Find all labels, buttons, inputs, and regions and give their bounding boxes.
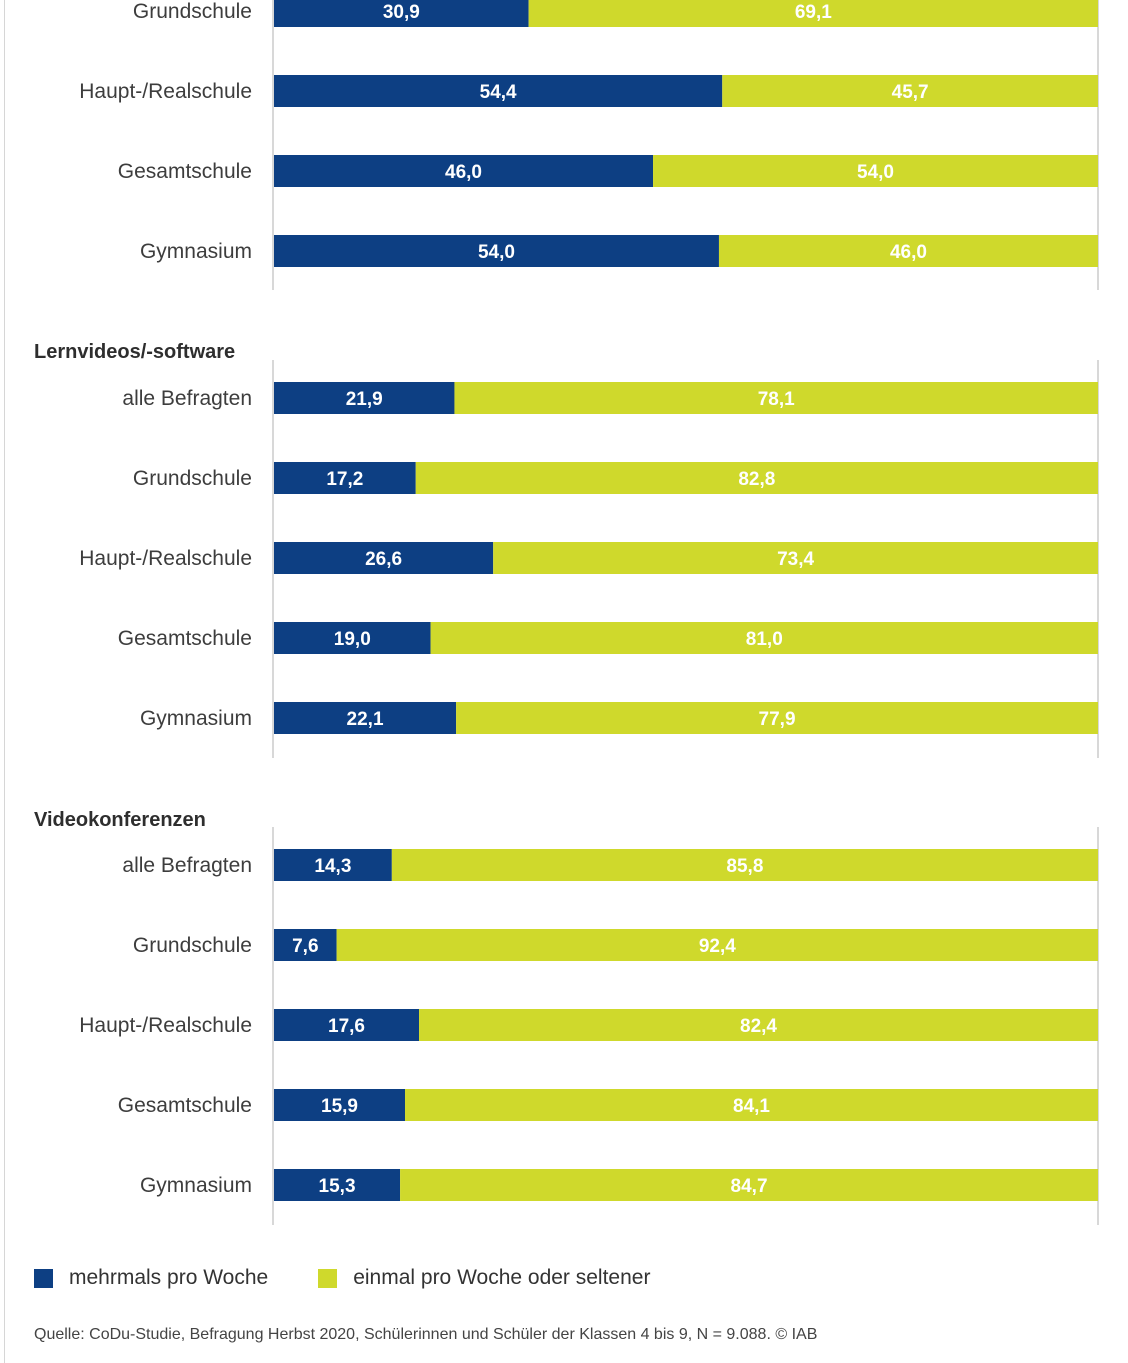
bar-segment-mehrmals <box>274 929 337 961</box>
category-label: Gymnasium <box>140 240 252 263</box>
legend-swatch-lime <box>318 1268 338 1288</box>
bar-segment-mehrmals <box>274 702 457 734</box>
bar-segment-einmal <box>528 0 1098 27</box>
bar-segment-einmal <box>718 235 1098 267</box>
category-label: Grundschule <box>133 934 252 957</box>
bar-segment-mehrmals <box>274 622 431 654</box>
category-label: Gymnasium <box>140 1174 252 1197</box>
data-label-einmal: 77,9 <box>759 709 796 730</box>
bar-segment-mehrmals <box>274 1169 401 1201</box>
category-label: Gesamtschule <box>118 1094 252 1117</box>
data-label-mehrmals: 7,6 <box>292 936 318 957</box>
bar-segment-einmal <box>493 542 1099 574</box>
data-label-einmal: 46,0 <box>890 242 927 263</box>
bar-segment-einmal <box>419 1009 1098 1041</box>
legend-swatch-navy <box>34 1268 53 1288</box>
category-label: Haupt-/Realschule <box>79 547 252 570</box>
category-label: Grundschule <box>133 467 252 490</box>
category-label: alle Befragten <box>122 387 252 410</box>
data-label-einmal: 84,1 <box>733 1096 770 1117</box>
data-label-einmal: 81,0 <box>746 629 783 650</box>
bar-segment-mehrmals <box>274 849 392 881</box>
data-label-mehrmals: 30,9 <box>383 2 420 23</box>
bar-segment-mehrmals <box>274 235 719 267</box>
data-label-einmal: 45,7 <box>892 82 929 103</box>
data-label-mehrmals: 46,0 <box>445 162 482 183</box>
data-label-mehrmals: 22,1 <box>347 709 384 730</box>
bar-segment-einmal <box>336 929 1098 961</box>
data-label-einmal: 82,4 <box>740 1016 777 1037</box>
source-note: Quelle: CoDu-Studie, Befragung Herbst 20… <box>34 1326 818 1343</box>
data-label-einmal: 82,8 <box>738 469 775 490</box>
data-label-einmal: 78,1 <box>758 389 795 410</box>
section-title: Lernvideos/-software <box>34 341 235 363</box>
bar-segment-mehrmals <box>274 0 529 27</box>
data-label-einmal: 69,1 <box>795 2 832 23</box>
data-label-mehrmals: 54,4 <box>480 82 517 103</box>
bar-segment-einmal <box>400 1169 1098 1201</box>
bar-segment-einmal <box>454 382 1098 414</box>
category-label: Gesamtschule <box>118 160 252 183</box>
data-label-mehrmals: 17,6 <box>328 1016 365 1037</box>
data-label-mehrmals: 19,0 <box>334 629 371 650</box>
bar-segment-einmal <box>405 1089 1098 1121</box>
legend-item-mehrmals: mehrmals pro Woche <box>34 1266 268 1290</box>
data-label-mehrmals: 21,9 <box>346 389 383 410</box>
data-label-mehrmals: 26,6 <box>365 549 402 570</box>
category-label: alle Befragten <box>122 854 252 877</box>
bar-segment-einmal <box>722 75 1098 107</box>
data-label-mehrmals: 54,0 <box>478 242 515 263</box>
data-label-mehrmals: 15,9 <box>321 1096 358 1117</box>
bar-segment-mehrmals <box>274 462 416 494</box>
section-title: Videokonferenzen <box>34 809 206 831</box>
legend-label-einmal: einmal pro Woche oder seltener <box>353 1266 651 1289</box>
data-label-einmal: 73,4 <box>777 549 814 570</box>
bar-segment-mehrmals <box>274 1089 406 1121</box>
bar-segment-einmal <box>415 462 1098 494</box>
category-label: Grundschule <box>133 0 252 23</box>
legend-label-mehrmals: mehrmals pro Woche <box>69 1266 269 1289</box>
bar-segment-einmal <box>391 849 1098 881</box>
category-label: Haupt-/Realschule <box>79 80 252 103</box>
data-label-einmal: 85,8 <box>726 856 763 877</box>
bar-segment-einmal <box>456 702 1098 734</box>
bar-segment-einmal <box>430 622 1098 654</box>
page-border <box>4 0 5 1363</box>
legend: mehrmals pro Woche einmal pro Woche oder… <box>34 1266 700 1290</box>
bar-segment-mehrmals <box>274 75 723 107</box>
data-label-mehrmals: 15,3 <box>319 1176 356 1197</box>
data-label-einmal: 54,0 <box>857 162 894 183</box>
bar-segment-einmal <box>653 155 1098 187</box>
bar-segment-mehrmals <box>274 155 654 187</box>
bar-segment-mehrmals <box>274 1009 420 1041</box>
bar-segment-mehrmals <box>274 382 455 414</box>
data-label-mehrmals: 17,2 <box>326 469 363 490</box>
data-label-einmal: 92,4 <box>699 936 736 957</box>
category-label: Gymnasium <box>140 707 252 730</box>
legend-item-einmal: einmal pro Woche oder seltener <box>318 1266 650 1290</box>
bar-segment-mehrmals <box>274 542 494 574</box>
data-label-mehrmals: 14,3 <box>314 856 351 877</box>
data-label-einmal: 84,7 <box>731 1176 768 1197</box>
category-label: Gesamtschule <box>118 627 252 650</box>
category-label: Haupt-/Realschule <box>79 1014 252 1037</box>
